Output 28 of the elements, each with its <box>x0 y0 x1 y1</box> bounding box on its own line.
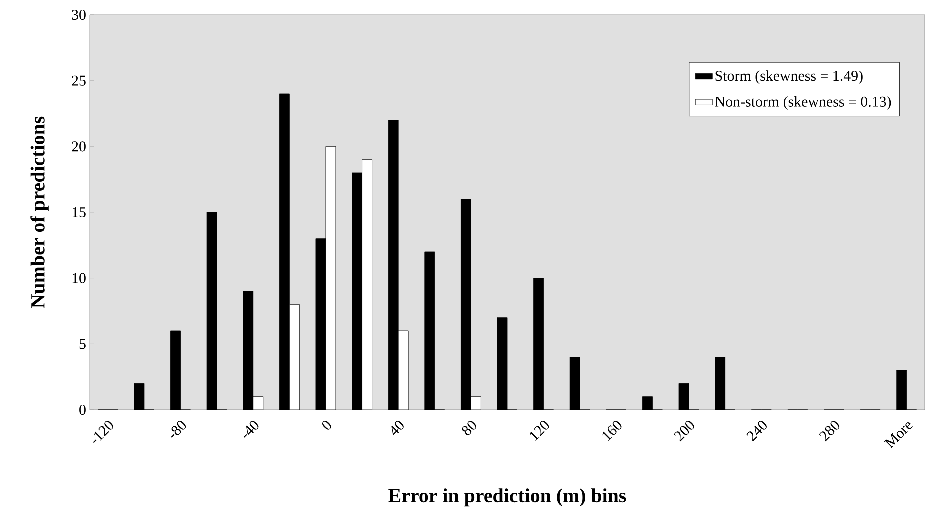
bar <box>326 146 336 410</box>
x-tick-label: -80 <box>171 421 186 438</box>
x-tick-label: 280 <box>819 421 840 442</box>
x-tick-label: 160 <box>602 421 622 442</box>
x-tick-label: 200 <box>674 421 694 442</box>
x-tick-label: 80 <box>462 421 477 436</box>
x-axis-title: Error in prediction (m) bins <box>388 488 626 507</box>
bar <box>362 160 372 410</box>
y-tick-label: 15 <box>72 208 86 218</box>
y-tick-label: 25 <box>72 76 86 86</box>
y-tick-label: 0 <box>80 404 86 416</box>
x-tick-label: 240 <box>746 421 767 442</box>
bar <box>253 396 264 410</box>
x-tick-label: 120 <box>530 421 550 442</box>
y-tick-label: 10 <box>72 273 86 284</box>
x-tick-label: 40 <box>392 421 404 436</box>
y-tick-label: 5 <box>80 339 86 350</box>
legend-label: Storm (skewness = 1.49) <box>716 70 863 84</box>
y-axis-title: Number of predictions <box>30 116 49 308</box>
bar <box>471 396 482 410</box>
x-tick-label: 0 <box>322 421 332 430</box>
x-tick-label: -120 <box>93 421 114 444</box>
bar <box>398 330 409 410</box>
y-tick-label: 30 <box>72 10 86 20</box>
legend-label: Non-storm (skewness = 0.13) <box>715 96 892 110</box>
y-tick-label: 20 <box>72 142 86 152</box>
x-tick-label: -40 <box>244 421 259 438</box>
bar <box>289 304 300 410</box>
